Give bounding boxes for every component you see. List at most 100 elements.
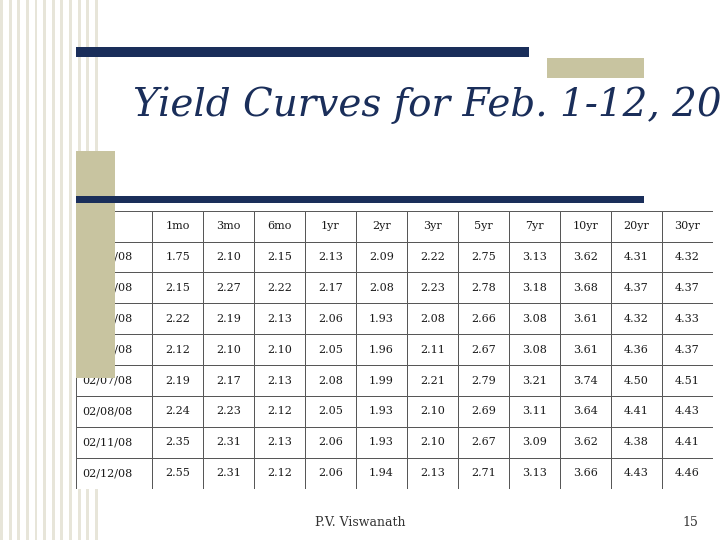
Bar [611, 427, 662, 458]
Bar [458, 241, 509, 272]
Bar [560, 241, 611, 272]
Bar [509, 365, 560, 396]
Bar [560, 427, 611, 458]
Text: 2.10: 2.10 [267, 345, 292, 355]
Text: 7yr: 7yr [525, 221, 544, 231]
Bar [662, 458, 713, 489]
Text: 3.09: 3.09 [522, 437, 546, 447]
Bar [254, 334, 305, 365]
Text: 02/04/08: 02/04/08 [82, 283, 132, 293]
Text: 2.19: 2.19 [216, 314, 241, 324]
Bar [560, 365, 611, 396]
Text: 2.05: 2.05 [318, 345, 343, 355]
Bar [662, 211, 713, 241]
Text: 2.21: 2.21 [420, 375, 445, 386]
Text: 4.41: 4.41 [675, 437, 700, 447]
Bar [203, 303, 254, 334]
Bar [509, 334, 560, 365]
Text: 2.15: 2.15 [165, 283, 190, 293]
Text: 2.13: 2.13 [267, 314, 292, 324]
Text: 1.99: 1.99 [369, 375, 394, 386]
Text: 2.05: 2.05 [318, 407, 343, 416]
Text: 4.33: 4.33 [675, 314, 700, 324]
Bar [560, 396, 611, 427]
Bar [305, 272, 356, 303]
Text: 3.66: 3.66 [573, 468, 598, 478]
Text: 1.93: 1.93 [369, 437, 394, 447]
Bar [305, 427, 356, 458]
Bar [611, 365, 662, 396]
Bar [509, 427, 560, 458]
Bar [356, 272, 407, 303]
Text: 15: 15 [683, 516, 698, 529]
Text: 2.10: 2.10 [216, 252, 241, 262]
Text: 1yr: 1yr [321, 221, 340, 231]
Text: 2.31: 2.31 [216, 468, 241, 478]
Text: 3.13: 3.13 [522, 468, 546, 478]
Text: 02/12/08: 02/12/08 [82, 468, 132, 478]
Bar [76, 427, 152, 458]
Text: 1.96: 1.96 [369, 345, 394, 355]
Bar [305, 334, 356, 365]
Text: 02/01/08: 02/01/08 [82, 252, 132, 262]
Bar [254, 365, 305, 396]
Bar [458, 396, 509, 427]
Bar [509, 241, 560, 272]
Text: 2.78: 2.78 [471, 283, 496, 293]
Bar [76, 272, 152, 303]
Text: 2.67: 2.67 [471, 345, 496, 355]
Bar [152, 334, 203, 365]
Bar [76, 396, 152, 427]
Text: 2yr: 2yr [372, 221, 391, 231]
Bar [611, 211, 662, 241]
Bar [560, 334, 611, 365]
Bar [152, 303, 203, 334]
Bar [356, 396, 407, 427]
Bar [356, 427, 407, 458]
Bar [611, 334, 662, 365]
Text: 4.43: 4.43 [675, 407, 700, 416]
Bar [305, 241, 356, 272]
Text: 3.61: 3.61 [573, 314, 598, 324]
Text: 02/05/08: 02/05/08 [82, 314, 132, 324]
Bar [662, 396, 713, 427]
Text: 4.32: 4.32 [624, 314, 649, 324]
Bar [356, 241, 407, 272]
Text: 30yr: 30yr [675, 221, 701, 231]
Text: 4.43: 4.43 [624, 468, 649, 478]
Text: 2.06: 2.06 [318, 437, 343, 447]
Text: 3.62: 3.62 [573, 252, 598, 262]
Bar [203, 427, 254, 458]
Text: 2.22: 2.22 [420, 252, 445, 262]
Bar [254, 241, 305, 272]
Text: Date: Date [82, 221, 109, 231]
Bar [509, 458, 560, 489]
Bar [662, 427, 713, 458]
Bar [509, 211, 560, 241]
Bar [305, 458, 356, 489]
Text: 2.66: 2.66 [471, 314, 496, 324]
Text: 5yr: 5yr [474, 221, 492, 231]
Text: 2.10: 2.10 [216, 345, 241, 355]
Bar [76, 241, 152, 272]
Bar [76, 303, 152, 334]
Bar [662, 241, 713, 272]
Bar [203, 241, 254, 272]
Text: 3yr: 3yr [423, 221, 442, 231]
Bar [407, 396, 458, 427]
Text: 2.75: 2.75 [471, 252, 496, 262]
Text: 2.24: 2.24 [165, 407, 190, 416]
Bar [407, 241, 458, 272]
Bar [76, 458, 152, 489]
Text: 4.51: 4.51 [675, 375, 700, 386]
Bar [509, 396, 560, 427]
Bar [407, 303, 458, 334]
Text: 3.18: 3.18 [522, 283, 546, 293]
Bar [152, 272, 203, 303]
Text: 3.08: 3.08 [522, 314, 546, 324]
Bar [356, 365, 407, 396]
Bar [662, 272, 713, 303]
Bar [407, 427, 458, 458]
Text: 2.69: 2.69 [471, 407, 496, 416]
Text: 2.08: 2.08 [369, 283, 394, 293]
